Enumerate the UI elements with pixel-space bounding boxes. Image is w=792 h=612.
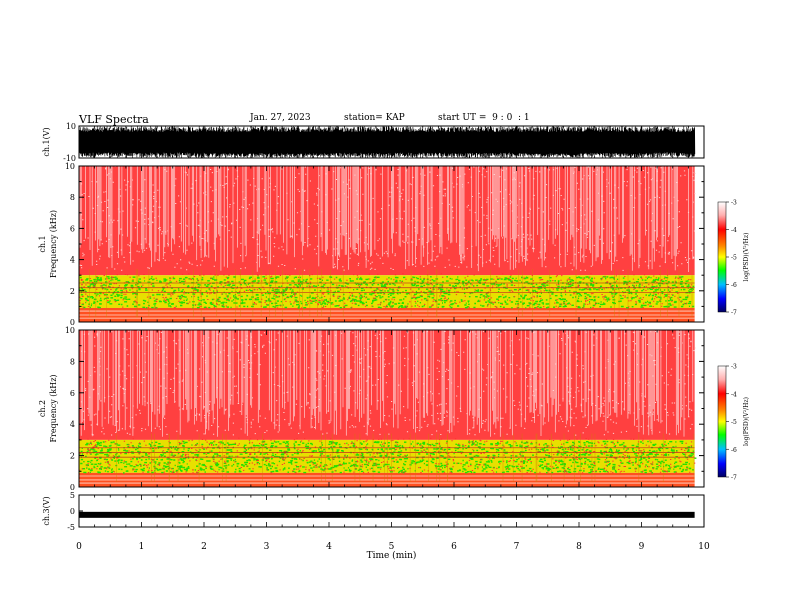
- ch1-colorbar-tick-label: -7: [731, 310, 737, 317]
- ch1-band-mid: [79, 275, 695, 308]
- ch1-ylabel-frequency: Frequency (kHz): [49, 210, 58, 278]
- x-tick-label: 4: [326, 542, 332, 552]
- x-tick-label: 7: [514, 542, 520, 552]
- ch1-ytick-label: 2: [70, 287, 75, 296]
- ch1-ytick-label: 4: [70, 256, 75, 265]
- ch1-signal-line: [78, 126, 696, 158]
- x-axis-label: Time (min): [367, 550, 417, 561]
- ch1-ytick-label: 6: [70, 224, 75, 233]
- ch1-wave-ylabel: ch.1(V): [42, 127, 51, 156]
- ch1-ylabel-channel: ch.1: [38, 235, 47, 252]
- ch3-ytick-label: 5: [70, 491, 75, 500]
- ch1-ytick-label: 0: [70, 318, 75, 327]
- ch1-colorbar-tick-label: -6: [731, 282, 737, 289]
- ch2-ytick-label: 2: [70, 452, 75, 461]
- x-tick-label: 1: [139, 542, 145, 552]
- ch2-colorbar-label: log(PSD)(V²/Hz): [743, 397, 750, 446]
- x-tick-label: 8: [576, 542, 582, 552]
- ch2-ytick-label: 6: [70, 389, 75, 398]
- x-tick-label: 0: [76, 542, 82, 552]
- ch2-ytick-label: 4: [70, 420, 75, 429]
- ch1-colorbar-tick-label: -3: [731, 200, 737, 207]
- ch3-ytick-label: 0: [70, 507, 75, 516]
- ch2-colorbar: [717, 365, 727, 478]
- ch2-spectrogram: [78, 329, 697, 487]
- ch2-band-high: [79, 330, 695, 440]
- x-tick-label: 2: [201, 542, 207, 552]
- ch1-white-streaks: [79, 166, 694, 272]
- ch1-ytick-label: 10: [65, 162, 75, 171]
- x-tick-label: 3: [264, 542, 270, 552]
- ch2-ytick-label: 0: [70, 483, 75, 492]
- ch2-ylabel-channel: ch.2: [38, 400, 47, 417]
- ch3-ylabel: ch.3(V): [42, 496, 51, 525]
- x-tick-label: 10: [698, 542, 710, 552]
- ch1-wave-ytick-label: 10: [66, 122, 76, 131]
- ch2-red-speckle: [79, 437, 696, 474]
- ch1-ytick-label: 8: [70, 193, 75, 202]
- chart-title: VLF Spectra: [79, 113, 149, 126]
- ch2-colorbar-tick-label: -4: [731, 391, 737, 398]
- ch2-colorbar-tick-label: -5: [731, 419, 737, 426]
- ch3-ytick-label: -5: [67, 523, 75, 532]
- ch2-ytick-label: 10: [65, 326, 75, 335]
- ch1-waveform: [78, 126, 696, 158]
- x-tick-label: 6: [451, 542, 457, 552]
- ch1-colorbar-tick-label: -5: [731, 255, 737, 262]
- x-tick-label: 9: [639, 542, 645, 552]
- ch2-speckle: [80, 329, 696, 436]
- ch2-colorbar-tick-label: -3: [731, 364, 737, 371]
- date-label: Jan. 27, 2023: [250, 113, 311, 123]
- ch1-colorbar-label: log(PSD)(V²/Hz): [743, 233, 750, 282]
- ch2-ylabel-frequency: Frequency (kHz): [49, 374, 58, 442]
- ch3-signal-band: [79, 511, 695, 518]
- ch2-colorbar-tick-label: -6: [731, 447, 737, 454]
- ch2-ytick-label: 8: [70, 357, 75, 366]
- ch1-wave-ytick-label: -10: [63, 154, 76, 163]
- ch2-colorbar-tick-label: -7: [731, 475, 737, 482]
- start-time-label: start UT = 9 : 0 : 1: [438, 113, 530, 123]
- station-label: station= KAP: [344, 113, 405, 123]
- ch1-colorbar: [717, 201, 727, 313]
- ch1-spectrogram: [79, 165, 696, 322]
- ch1-colorbar-tick-label: -4: [731, 227, 737, 234]
- x-tick-label: 5: [389, 542, 395, 552]
